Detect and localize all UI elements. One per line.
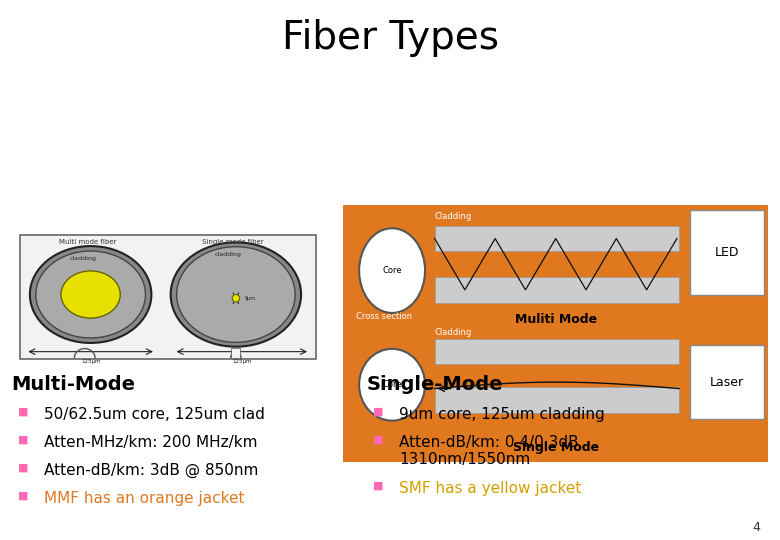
Text: Cladding: Cladding	[434, 328, 472, 336]
Text: ■: ■	[373, 481, 383, 491]
FancyBboxPatch shape	[434, 226, 679, 252]
Text: Multi mode fiber: Multi mode fiber	[59, 239, 116, 245]
Ellipse shape	[176, 247, 295, 342]
FancyBboxPatch shape	[434, 339, 679, 364]
Text: Single-Mode: Single-Mode	[367, 375, 503, 394]
Ellipse shape	[30, 246, 151, 343]
Text: ■: ■	[18, 463, 28, 473]
Text: ■: ■	[18, 491, 28, 501]
Text: ■: ■	[373, 407, 383, 417]
Text: 9μm: 9μm	[245, 296, 256, 301]
Text: Atten-dB/km: 3dB @ 850nm: Atten-dB/km: 3dB @ 850nm	[44, 463, 259, 478]
Text: Muliti Mode: Muliti Mode	[515, 313, 597, 326]
Ellipse shape	[359, 349, 425, 421]
Text: ■: ■	[373, 435, 383, 445]
Text: cladding: cladding	[69, 256, 96, 261]
FancyBboxPatch shape	[690, 345, 764, 420]
Text: Atten-dB/km: 0.4/0.3dB
1310nm/1550nm: Atten-dB/km: 0.4/0.3dB 1310nm/1550nm	[399, 435, 579, 467]
Text: 50 μm: 50 μm	[83, 300, 98, 305]
FancyBboxPatch shape	[232, 348, 239, 358]
Text: Atten-MHz/km: 200 MHz/km: Atten-MHz/km: 200 MHz/km	[44, 435, 258, 450]
Text: 125μm: 125μm	[81, 359, 101, 364]
Text: 4: 4	[753, 521, 760, 534]
FancyBboxPatch shape	[434, 277, 679, 302]
Text: MMF has an orange jacket: MMF has an orange jacket	[44, 491, 245, 506]
Text: Cross section: Cross section	[356, 312, 412, 321]
Text: 9um core, 125um cladding: 9um core, 125um cladding	[399, 407, 605, 422]
Text: cladding: cladding	[215, 252, 242, 257]
FancyBboxPatch shape	[343, 205, 768, 462]
Ellipse shape	[61, 271, 120, 318]
Ellipse shape	[171, 242, 301, 347]
Text: core: core	[85, 280, 97, 285]
Text: Multi-Mode: Multi-Mode	[12, 375, 136, 394]
Text: Core: Core	[382, 266, 402, 275]
Text: 50/62.5um core, 125um clad: 50/62.5um core, 125um clad	[44, 407, 265, 422]
FancyBboxPatch shape	[20, 235, 316, 359]
Text: LED: LED	[714, 246, 739, 259]
FancyBboxPatch shape	[434, 387, 679, 413]
Text: Core: Core	[382, 380, 402, 389]
Text: Single Mode: Single Mode	[512, 441, 599, 454]
Ellipse shape	[232, 294, 239, 302]
Text: Cladding: Cladding	[434, 212, 472, 221]
Text: ■: ■	[18, 435, 28, 445]
Text: Fiber Types: Fiber Types	[282, 19, 498, 57]
Text: Single mode fiber: Single mode fiber	[202, 239, 264, 245]
Text: 125μm: 125μm	[232, 359, 252, 364]
Text: Laser: Laser	[710, 376, 743, 389]
Text: SMF has a yellow jacket: SMF has a yellow jacket	[399, 481, 582, 496]
Text: ■: ■	[18, 407, 28, 417]
Ellipse shape	[36, 251, 146, 338]
Ellipse shape	[359, 228, 425, 313]
FancyBboxPatch shape	[690, 210, 764, 295]
